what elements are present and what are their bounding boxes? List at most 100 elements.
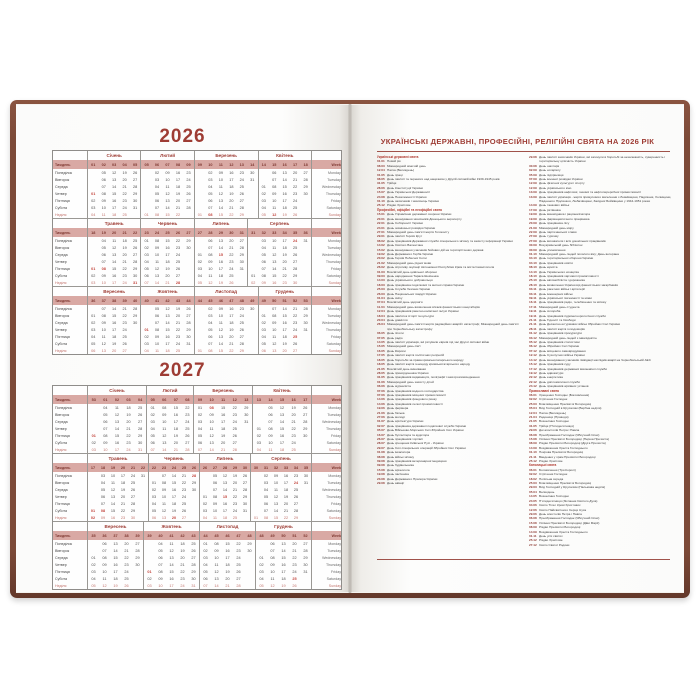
calendar-date: 22 xyxy=(180,569,185,574)
holiday-name: День пам'яток історії та культури xyxy=(387,313,434,318)
holiday-name: День будівельника xyxy=(387,463,414,468)
holiday-item: 08.02 День працівників Державної служби с… xyxy=(377,239,521,243)
calendar-date: 14 xyxy=(171,473,177,478)
holiday-item: 24.12 День працівників архівних установ xyxy=(529,384,673,388)
calendar-date: 04 xyxy=(261,245,266,250)
calendar-month-name: Жовтень xyxy=(143,522,199,531)
calendar-date xyxy=(300,244,310,251)
month-week-numbers: 05 06 07 08 xyxy=(145,395,193,404)
holiday-item: 21.11 День Гідності та Свободи xyxy=(529,318,673,322)
calendar-date xyxy=(144,547,155,554)
calendar-date: 31 xyxy=(244,419,249,424)
holiday-item: 25.03 День Служби безпеки України xyxy=(377,287,521,291)
calendar-date: 27 xyxy=(239,198,244,203)
holiday-date: 14.10 xyxy=(529,269,537,274)
calendar-date xyxy=(138,493,148,500)
calendar-date: 20 xyxy=(291,412,296,417)
calendar-date: 01 xyxy=(259,555,264,560)
calendar-date: 19 xyxy=(282,252,287,257)
calendar-date: 23 xyxy=(175,245,181,250)
calendar-date: 11 xyxy=(155,348,160,353)
calendar-date: 12 xyxy=(162,433,167,438)
month-dates: 06 13 20 27 xyxy=(140,272,193,279)
calendar-month-name: Січень xyxy=(87,151,140,160)
calendar-date xyxy=(299,446,311,453)
calendar-date: 26 xyxy=(132,170,138,175)
holiday-date: 25.12 xyxy=(529,538,537,543)
calendar-date xyxy=(88,479,98,486)
calendar-month-name: Травень xyxy=(87,454,148,463)
calendar-date: 28 xyxy=(293,508,299,513)
day-label-uk: Неділя xyxy=(55,348,67,353)
month-week-numbers: 13 14 15 16 17 xyxy=(252,395,311,404)
month-week-numbers: 35 36 37 38 39 xyxy=(87,531,143,540)
calendar-date: 05 xyxy=(197,433,203,438)
calendar-date: 07 xyxy=(101,184,106,189)
holiday-item: 19.08 День пасічника xyxy=(377,472,521,476)
week-number: 52 xyxy=(293,298,298,303)
holiday-name: День працівників архівних установ xyxy=(539,384,589,389)
month-dates: 01 08 15 22 29 xyxy=(87,554,143,561)
calendar-date: 17 xyxy=(282,198,287,203)
holiday-date: 15.07 xyxy=(377,190,385,195)
holiday-name: Вхід Господній в Єрусалим (Вербна неділя… xyxy=(539,406,602,411)
holiday-date: 09.08 xyxy=(377,459,385,464)
calendar-date: 30 xyxy=(132,320,138,325)
calendar-date xyxy=(247,347,257,354)
calendar-date xyxy=(300,251,310,258)
calendar-date: 11 xyxy=(101,212,106,217)
calendar-date: 10 xyxy=(218,177,223,182)
calendar-date: 10 xyxy=(272,327,277,332)
holiday-item: 04.06 Свято Тіла і Крові Христових xyxy=(529,503,673,507)
day-label-en: Saturday xyxy=(310,272,343,279)
calendar-date: 18 xyxy=(282,205,287,210)
calendar-date: 05 xyxy=(154,191,160,196)
calendar-date: 21 xyxy=(232,487,238,492)
month-week-numbers: 14 15 16 17 18 xyxy=(257,160,311,169)
holiday-item: 29.06 Дні апостолів Петра і Павла xyxy=(529,428,673,432)
calendar-date: 06 xyxy=(101,177,106,182)
calendar-date xyxy=(141,183,151,190)
holiday-name: Успіння Пресвятої Богородиці (Перша Преч… xyxy=(539,437,610,441)
holiday-date: 30.08 xyxy=(529,163,537,168)
calendar-date: 04 xyxy=(261,205,266,210)
holiday-item: 07.05 День радіо xyxy=(377,336,521,340)
calendar-date: 01 xyxy=(91,313,96,318)
holiday-date: 01.03 xyxy=(377,269,385,274)
calendar-date: 22 xyxy=(120,508,126,513)
calendar-date: 11 xyxy=(169,541,174,546)
week-label-en: Week xyxy=(311,463,343,472)
day-row: Середа 02 09 16 23 30 07 14 21 28 04 11 18 25 02 09 16 23… xyxy=(53,319,341,326)
calendar-date: 23 xyxy=(239,170,244,175)
calendar-date: 11 xyxy=(214,562,219,567)
month-dates: 07 14 21 28 xyxy=(87,425,146,432)
day-row: Субота 01 08 15 22 29 05 12 19 26 03 10 17 24 31 07 14 21… xyxy=(53,507,341,514)
calendar-date: 08 xyxy=(208,252,213,257)
holiday-item: 12.06 Свято Найсвятішого Серця Ісуса xyxy=(529,508,673,512)
holiday-item: 29.08 День пам'яті захисників України, як… xyxy=(529,155,673,164)
calendar-date: 24 xyxy=(181,494,187,499)
calendar-date: 30 xyxy=(247,548,252,553)
holiday-date: 05.04 xyxy=(529,406,537,411)
day-row: Неділя 05 12 19 26 03 10 17 24 31 07 14 21 28 05 12 19 26… xyxy=(53,582,341,589)
holiday-item: 19.09 День винахідника і раціоналізатора xyxy=(529,212,673,216)
calendar-date: 27 xyxy=(239,238,244,243)
calendar-date: 23 xyxy=(232,412,237,417)
holiday-item: 14.06 День працівників фондового ринку xyxy=(377,397,521,401)
holiday-item: 15.08 День археолога xyxy=(377,468,521,472)
month-dates: 01 08 15 22 29 xyxy=(148,479,199,486)
calendar-date: 31 xyxy=(250,177,255,182)
calendar-date: 28 xyxy=(303,177,308,182)
holiday-item: 12.04 Пасха (Великдень) xyxy=(529,411,673,415)
calendar-date: 11 xyxy=(272,205,277,210)
calendar-date: 15 xyxy=(110,508,116,513)
calendar-date: 08 xyxy=(209,405,214,410)
holiday-name: День Європи xyxy=(387,348,406,353)
calendar-date: 10 xyxy=(101,280,106,285)
holiday-item: 07.06 День працівників місцевої промислов… xyxy=(377,393,521,397)
month-dates: 01 08 15 22 29 xyxy=(199,540,255,547)
calendar-date xyxy=(251,500,261,507)
month-dates: 06 13 20 27 xyxy=(140,197,193,204)
month-dates: 02 09 16 23 30 xyxy=(257,190,311,197)
holiday-item: 14.03 День українського добровольця xyxy=(377,278,521,282)
